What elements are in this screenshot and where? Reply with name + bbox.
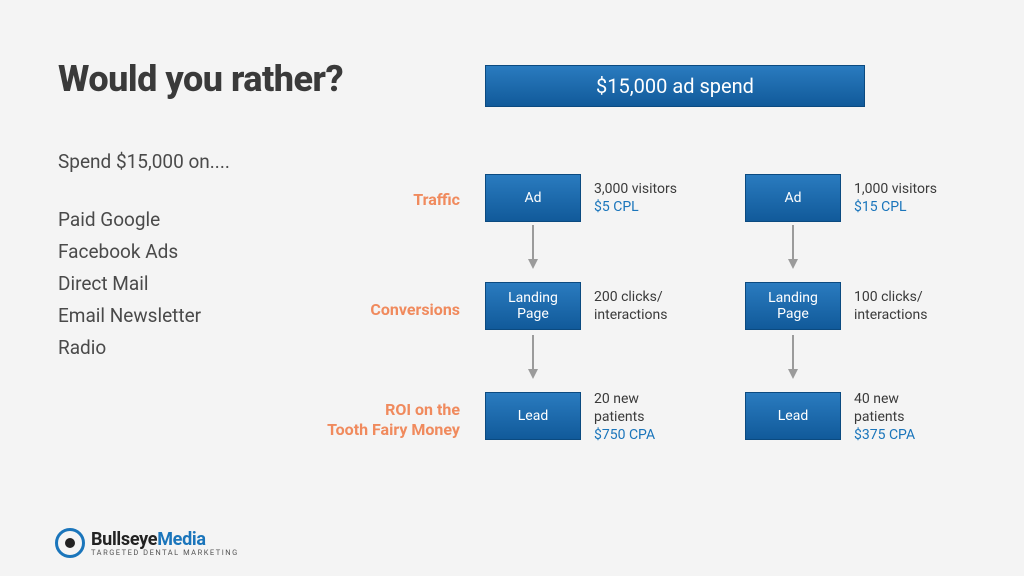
brand-a: Bullseye [91,529,157,550]
metric-cpa: $375 CPA [854,427,915,443]
metric-line: 100 clicks/ [854,289,923,305]
slide: Would you rather? Spend $15,000 on.... P… [0,0,1024,576]
metrics-traffic-b: 1,000 visitors $15 CPL [854,180,937,216]
metrics-traffic-a: 3,000 visitors $5 CPL [594,180,677,216]
arrow-down-icon [526,335,540,379]
row-label-roi: ROI on the Tooth Fairy Money [290,400,460,440]
stage-box-landing: Landing Page [745,282,841,330]
stage-box-lead: Lead [485,392,581,440]
list-item: Direct Mail [58,268,201,300]
row-label-roi-line2: Tooth Fairy Money [327,420,460,439]
brand-logo: BullseyeMedia Targeted Dental Marketing [55,528,239,558]
metric-line: interactions [854,307,927,323]
brand-b: Media [157,529,206,550]
stage-box-label: Landing Page [768,290,818,322]
metric-line: 40 new [854,391,899,407]
list-item: Paid Google [58,204,201,236]
metric-cpa: $750 CPA [594,427,655,443]
metric-line: interactions [594,307,667,323]
metric-line: 1,000 visitors [854,181,937,197]
ad-spend-banner: $15,000 ad spend [485,65,865,107]
brand-name: BullseyeMedia [91,529,239,550]
list-item: Facebook Ads [58,236,201,268]
metric-line: 200 clicks/ [594,289,663,305]
metric-cpl: $5 CPL [594,199,639,215]
metrics-conv-b: 100 clicks/ interactions [854,288,927,324]
brand-text: BullseyeMedia Targeted Dental Marketing [91,529,239,557]
list-item: Radio [58,332,201,364]
subtitle: Spend $15,000 on.... [58,150,230,173]
arrow-down-icon [786,225,800,269]
arrow-down-icon [786,335,800,379]
list-item: Email Newsletter [58,300,201,332]
metric-cpl: $15 CPL [854,199,907,215]
bullseye-dot [65,538,75,548]
arrow-down-icon [526,225,540,269]
bullseye-icon [55,528,85,558]
metrics-lead-b: 40 new patients $375 CPA [854,390,915,444]
row-label-traffic: Traffic [310,190,460,209]
metric-line: 3,000 visitors [594,181,677,197]
metrics-lead-a: 20 new patients $750 CPA [594,390,655,444]
metric-line: 20 new [594,391,639,407]
channels-list: Paid Google Facebook Ads Direct Mail Ema… [58,204,201,364]
stage-box-label: Landing Page [508,290,558,322]
page-title: Would you rather? [58,58,343,100]
metric-line: patients [594,409,644,425]
stage-box-lead: Lead [745,392,841,440]
metrics-conv-a: 200 clicks/ interactions [594,288,667,324]
row-label-roi-line1: ROI on the [385,400,460,419]
metric-line: patients [854,409,904,425]
row-label-conversions: Conversions [310,300,460,319]
stage-box-landing: Landing Page [485,282,581,330]
stage-box-ad: Ad [485,174,581,222]
brand-tagline: Targeted Dental Marketing [91,548,239,557]
stage-box-ad: Ad [745,174,841,222]
